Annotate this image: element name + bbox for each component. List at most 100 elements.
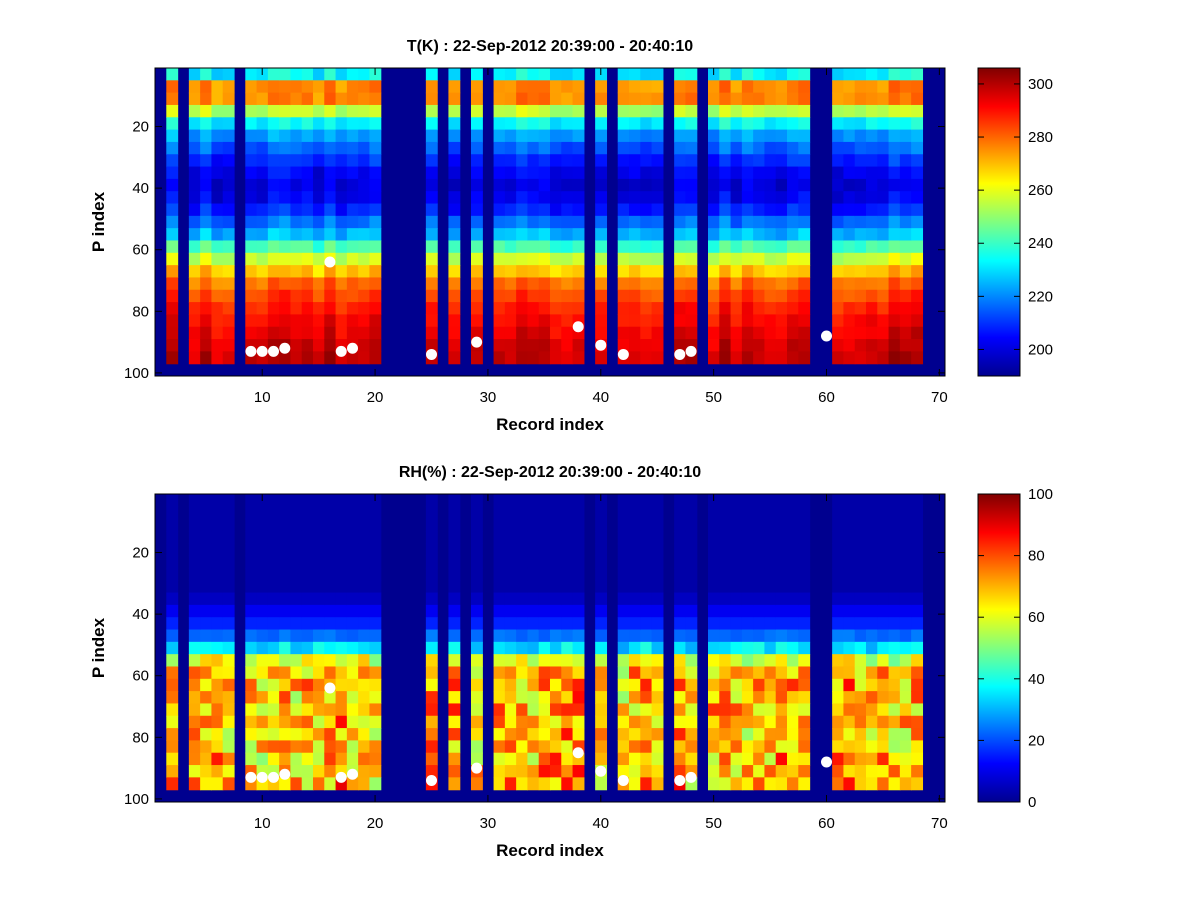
- heatmap-cell: [200, 604, 213, 618]
- heatmap-cell: [493, 555, 506, 569]
- heatmap-cell: [448, 240, 461, 254]
- heatmap-cell: [640, 289, 653, 303]
- heatmap-cell: [899, 641, 912, 655]
- heatmap-cell: [685, 592, 698, 606]
- heatmap-cell: [279, 68, 292, 81]
- heatmap-cell: [222, 265, 235, 279]
- heatmap-cell: [719, 740, 732, 754]
- heatmap-cell: [346, 68, 359, 81]
- heatmap-cell: [346, 494, 359, 507]
- heatmap-cell: [188, 178, 201, 192]
- heatmap-cell: [854, 728, 867, 741]
- heatmap-cell: [741, 104, 754, 118]
- heatmap-cell: [188, 92, 201, 106]
- heatmap-cell: [617, 117, 630, 131]
- heatmap-cell: [301, 765, 314, 778]
- heatmap-cell: [245, 314, 258, 328]
- heatmap-cell: [211, 302, 224, 315]
- heatmap-cell: [245, 252, 258, 266]
- heatmap-cell: [764, 166, 777, 180]
- heatmap-cell: [866, 518, 878, 532]
- heatmap-cell: [877, 740, 890, 754]
- heatmap-cell: [504, 314, 517, 328]
- heatmap-cell: [335, 592, 348, 606]
- heatmap-cell: [617, 154, 630, 168]
- heatmap-cell: [651, 215, 664, 229]
- heatmap-cell: [279, 691, 292, 705]
- heatmap-cell: [211, 678, 224, 692]
- heatmap-cell: [741, 68, 754, 81]
- heatmap-cell: [188, 715, 201, 729]
- heatmap-cell: [617, 228, 630, 242]
- heatmap-cell: [877, 530, 890, 544]
- heatmap-cell: [279, 543, 292, 557]
- heatmap-cell: [335, 777, 348, 791]
- heatmap-cell: [369, 154, 382, 168]
- heatmap-cell: [753, 117, 766, 131]
- heatmap-cell: [561, 92, 574, 106]
- heatmap-cell: [617, 494, 630, 507]
- heatmap-cell: [854, 592, 867, 606]
- heatmap-cell: [267, 506, 280, 520]
- heatmap-cell: [324, 604, 337, 618]
- heatmap-cell: [222, 567, 235, 581]
- heatmap-cell: [222, 703, 235, 717]
- heatmap-cell: [493, 203, 506, 217]
- heatmap-cell: [877, 629, 890, 643]
- heatmap-cell: [358, 703, 371, 717]
- heatmap-cell: [550, 740, 562, 754]
- heatmap-cell: [764, 314, 777, 328]
- heatmap-cell: [640, 191, 653, 205]
- heatmap-cell: [425, 641, 438, 655]
- heatmap-cell: [346, 715, 359, 729]
- heatmap-cell: [493, 752, 506, 766]
- heatmap-cell: [877, 728, 890, 741]
- heatmap-cell: [843, 92, 856, 106]
- heatmap-cell: [550, 302, 562, 315]
- heatmap-cell: [471, 277, 483, 291]
- heatmap-cell: [313, 666, 325, 680]
- heatmap-cell: [425, 518, 438, 532]
- heatmap-cell: [313, 678, 325, 692]
- heatmap-cell: [640, 215, 653, 229]
- heatmap-cell: [640, 252, 653, 266]
- heatmap-cell: [832, 141, 845, 155]
- heatmap-cell: [200, 68, 213, 81]
- heatmap-cell: [538, 530, 551, 544]
- heatmap-cell: [211, 351, 224, 365]
- colorbar: [977, 493, 1021, 803]
- heatmap-cell: [730, 191, 743, 205]
- heatmap-cell: [572, 666, 585, 680]
- heatmap-cell: [335, 80, 348, 94]
- heatmap-cell: [448, 617, 461, 631]
- heatmap-cell: [324, 265, 337, 279]
- heatmap-cell: [211, 728, 224, 741]
- heatmap-cell: [798, 494, 811, 507]
- heatmap-cell: [256, 715, 269, 729]
- heatmap-cell: [719, 691, 732, 705]
- heatmap-cell: [877, 289, 890, 303]
- heatmap-cell: [516, 141, 529, 155]
- heatmap-cell: [888, 530, 901, 544]
- heatmap-cell: [617, 302, 630, 315]
- heatmap-cell: [572, 506, 585, 520]
- colorbar-tick-label: 20: [1028, 732, 1045, 749]
- heatmap-cell: [911, 666, 924, 680]
- heatmap-cell: [651, 68, 664, 81]
- heatmap-cell: [651, 592, 664, 606]
- heatmap-cell: [753, 777, 766, 791]
- heatmap-cell: [832, 530, 845, 544]
- heatmap-cell: [527, 765, 540, 778]
- heatmap-cell: [798, 252, 811, 266]
- heatmap-cell: [911, 252, 924, 266]
- heatmap-cell: [279, 715, 292, 729]
- heatmap-cell: [730, 326, 743, 340]
- heatmap-cell: [188, 691, 201, 705]
- heatmap-cell: [866, 740, 878, 754]
- heatmap-cell: [358, 715, 371, 729]
- heatmap-cell: [369, 703, 382, 717]
- heatmap-cell: [550, 641, 562, 655]
- heatmap-cell: [629, 629, 641, 643]
- heatmap-cell: [301, 506, 314, 520]
- heatmap-cell: [561, 543, 574, 557]
